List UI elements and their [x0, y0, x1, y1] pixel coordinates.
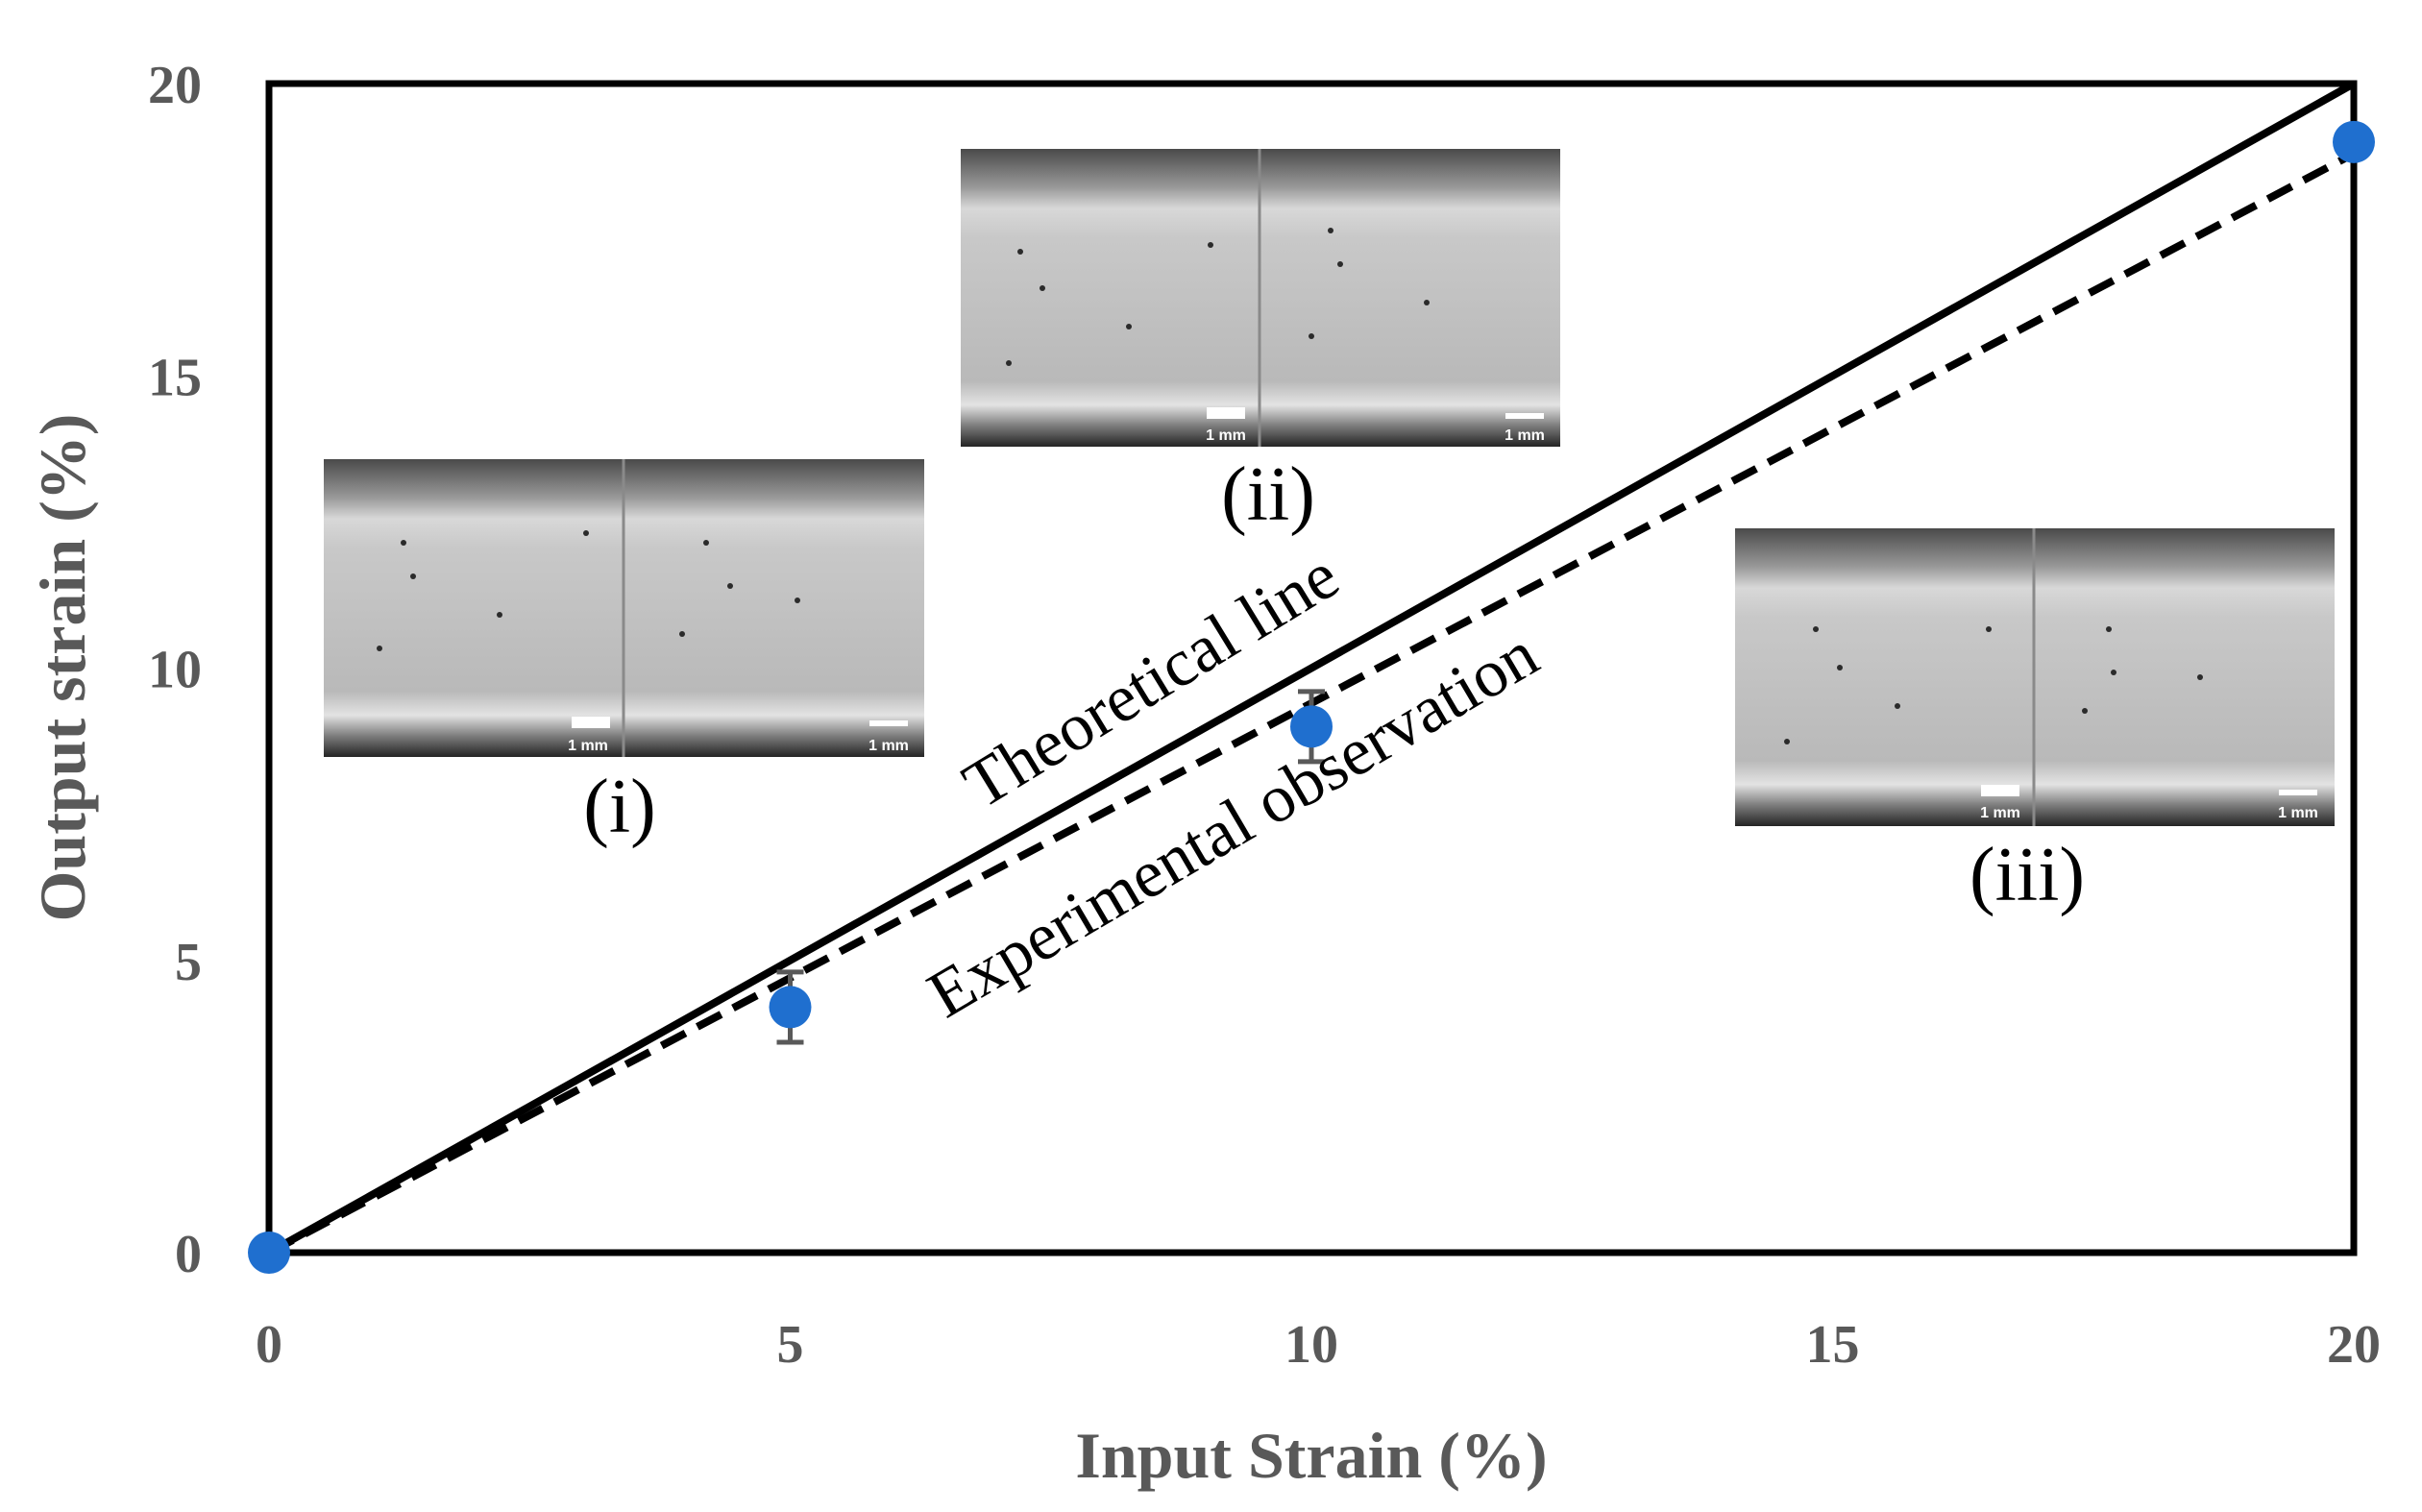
scale-bar — [1207, 407, 1245, 419]
scale-bar-text: 1 mm — [568, 738, 608, 754]
data-point — [1290, 705, 1333, 748]
scale-bar-text: 1 mm — [1206, 427, 1246, 444]
scale-bar-text: 1 mm — [868, 738, 909, 754]
data-point — [248, 1232, 290, 1274]
x-tick-label: 10 — [1284, 1315, 1338, 1375]
scale-bar-text: 1 mm — [1505, 427, 1545, 444]
y-tick-label: 20 — [148, 56, 202, 115]
scale-bar — [2279, 790, 2317, 795]
scale-bar — [1505, 413, 1544, 419]
scale-bar — [869, 720, 908, 726]
scale-bar-text: 1 mm — [2278, 805, 2318, 821]
scale-bar — [572, 717, 610, 728]
x-axis-title: Input Strain (%) — [1075, 1419, 1547, 1492]
inset-image-iii: 1 mm 1 mm — [1735, 528, 2335, 826]
x-tick-label: 5 — [777, 1315, 804, 1375]
y-tick-labels: 0 5 10 15 20 — [148, 56, 202, 1284]
inset-image-ii: 1 mm 1 mm — [961, 149, 1560, 447]
y-tick-label: 5 — [175, 933, 202, 992]
inset-label-ii: (ii) — [1221, 452, 1315, 537]
x-tick-label: 20 — [2327, 1315, 2381, 1375]
data-markers — [248, 120, 2375, 1274]
y-tick-label: 10 — [148, 641, 202, 700]
scale-bar-text: 1 mm — [1980, 805, 2020, 821]
x-tick-labels: 0 5 10 15 20 — [256, 1315, 2381, 1375]
experimental-observation-annotation: Experimental observation — [916, 617, 1550, 1032]
data-point — [769, 986, 812, 1029]
y-tick-label: 15 — [148, 348, 202, 407]
data-point — [2333, 120, 2375, 163]
y-axis-title: Output strain (%) — [26, 414, 99, 922]
inset-label-i: (i) — [583, 765, 656, 849]
scale-bar — [1981, 785, 2019, 796]
x-tick-label: 0 — [256, 1315, 282, 1375]
inset-image-i: 1 mm 1 mm — [324, 459, 924, 757]
plot-area — [265, 80, 2358, 1256]
x-tick-label: 15 — [1806, 1315, 1860, 1375]
y-tick-label: 0 — [175, 1225, 202, 1284]
theoretical-line — [267, 80, 2356, 1256]
inset-label-iii: (iii) — [1969, 833, 2085, 917]
